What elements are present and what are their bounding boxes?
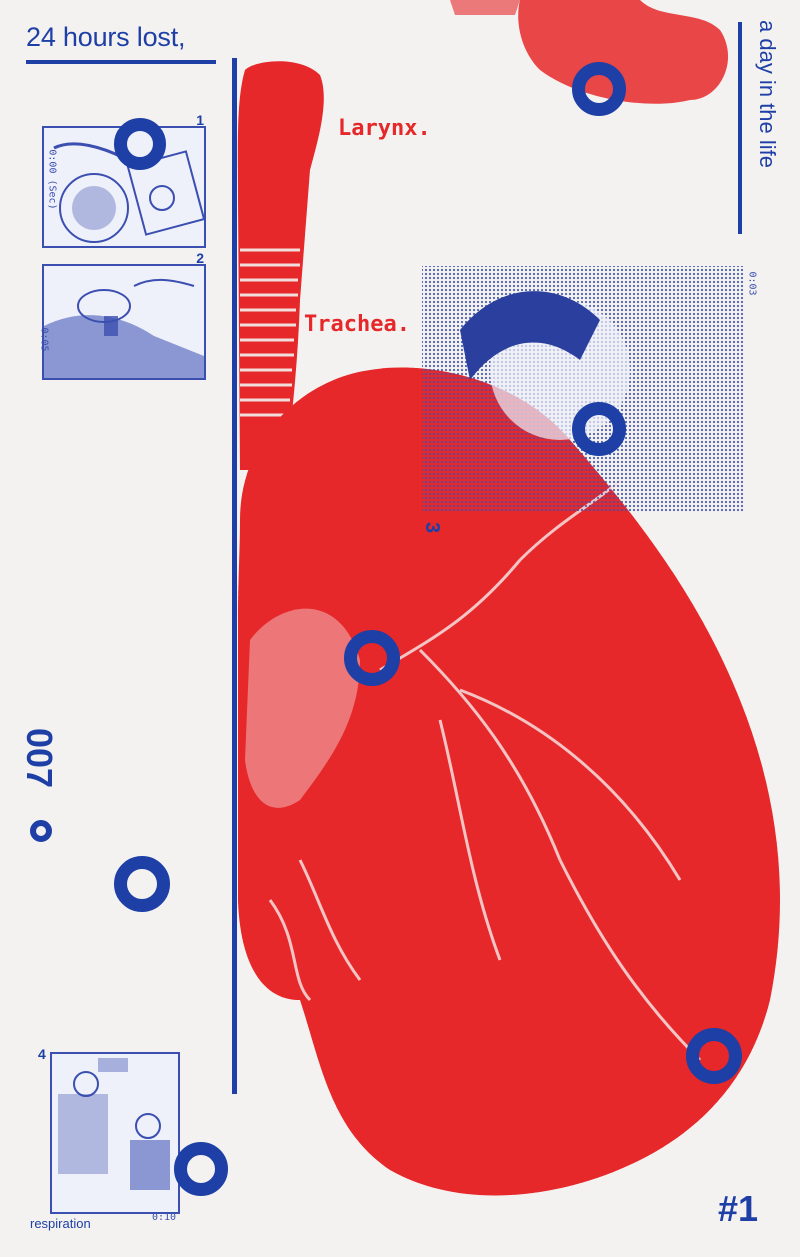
panel-number: 4 [38,1046,46,1062]
side-title-text: a day in the life [755,20,780,168]
panel-drawing [58,1058,170,1190]
trachea-label: Trachea. [304,312,410,337]
ring-icon [174,1142,228,1196]
side-title: a day in the life [752,20,782,242]
ring-icon [572,62,626,116]
ring-icon [344,630,400,686]
side-title-rule [738,22,742,234]
comic-panel-4: 4 0:10 [30,1046,190,1226]
issue-ring-icon [30,820,52,842]
title-rule [26,60,216,64]
vertical-rule [232,58,237,1094]
ring-icon [114,856,170,912]
issue-number-text: 007 [19,728,60,789]
panel-frame [42,264,206,380]
panel-number-3: 3 [421,521,444,534]
comic-panel-2: 2 0:05 [28,250,208,390]
poster-title: 24 hours lost, [26,22,186,52]
panel-drawing [44,279,204,378]
panel-note: 0:10 [152,1212,177,1223]
panel-note: 0:00 (Sec) [46,149,58,210]
caption: respiration [30,1216,91,1231]
panel-number: 1 [196,112,204,128]
panel-note: 0:05 [38,327,50,352]
larynx-label: Larynx. [338,116,431,141]
ring-icon [686,1028,742,1084]
ring-icon [114,118,166,170]
panel-number: 2 [196,250,204,266]
panel-drawing [53,142,206,243]
ring-icon [572,402,626,456]
poster-number: #1 [718,1188,759,1229]
panel-frame [50,1052,180,1214]
panel-note-3: 0:03 [746,271,758,296]
